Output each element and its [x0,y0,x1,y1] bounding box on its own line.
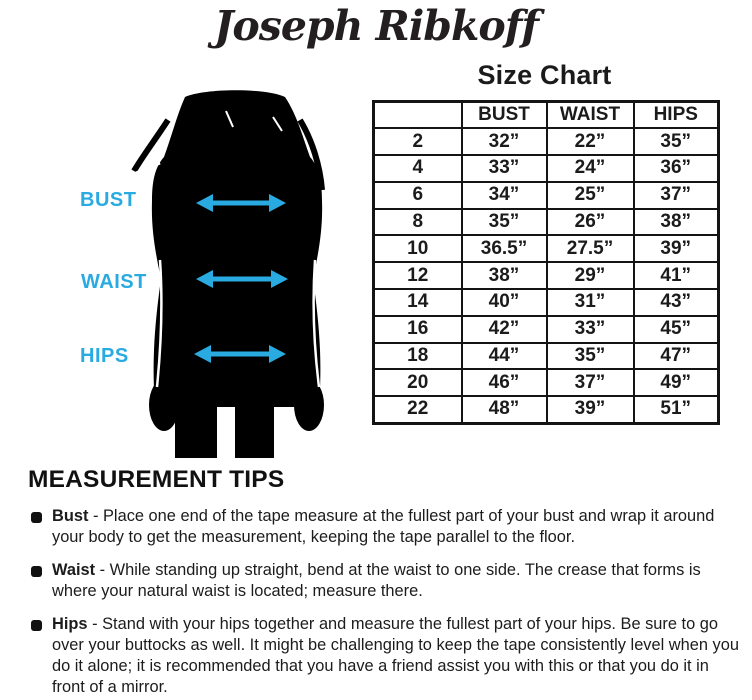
tip-body: - Stand with your hips together and meas… [52,615,739,696]
bullet-square-icon [31,620,42,631]
size-cell: 6 [372,180,463,210]
bust-cell: 34” [460,180,548,210]
size-cell: 2 [372,127,463,157]
bullet-square-icon [31,512,42,523]
table-row: 6 34” 25” 37” [372,180,720,210]
table-row: 12 38” 29” 41” [372,261,720,291]
waist-cell: 35” [545,341,635,371]
hips-cell: 41” [632,261,720,291]
tip-body: - While standing up straight, bend at th… [52,561,701,600]
table-row: 16 42” 33” 45” [372,314,720,344]
bust-label: BUST [80,189,137,211]
waist-cell: 31” [545,288,635,317]
hips-cell: 37” [632,180,720,210]
hips-cell: 35” [632,127,720,157]
bust-cell: 46” [460,368,548,398]
size-cell: 22 [372,395,463,425]
hips-cell: 51” [632,395,720,425]
size-cell: 8 [372,207,463,237]
table-row: 4 33” 24” 36” [372,154,720,183]
hips-cell: 39” [632,234,720,264]
tip-term: Waist [52,561,96,579]
hips-column-header: HIPS [632,100,720,130]
list-item: Bust - Place one end of the tape measure… [28,506,740,548]
bust-cell: 40” [460,288,548,317]
bust-cell: 33” [460,154,548,183]
tip-body: - Place one end of the tape measure at t… [52,507,715,546]
waist-cell: 37” [545,368,635,398]
measurement-tips-section: MEASUREMENT TIPS Bust - Place one end of… [28,466,740,698]
size-cell: 10 [372,234,463,264]
woman-silhouette [131,90,325,458]
bust-cell: 44” [460,341,548,371]
waist-label: WAIST [81,271,147,293]
brand-logo: Joseph Ribkoff [213,2,539,50]
bust-arrow-icon [196,194,286,212]
table-header-row: BUST WAIST HIPS [372,100,720,130]
waist-cell: 27.5” [545,234,635,264]
body-measurement-diagram: BUST WAIST HIPS [30,85,360,465]
bust-cell: 35” [460,207,548,237]
hips-cell: 38” [632,207,720,237]
waist-tip-text: Waist - While standing up straight, bend… [52,560,740,602]
waist-cell: 22” [545,127,635,157]
silhouette-and-arrows-graphic [131,90,325,458]
waist-cell: 33” [545,314,635,344]
size-cell: 4 [372,154,463,183]
hips-arrow-icon [194,345,286,363]
size-cell: 12 [372,261,463,291]
waist-arrow-icon [196,270,288,288]
tip-term: Hips [52,615,88,633]
list-item: Waist - While standing up straight, bend… [28,560,740,602]
table-row: 8 35” 26” 38” [372,207,720,237]
measurement-tips-heading: MEASUREMENT TIPS [28,466,285,493]
table-row: 22 48” 39” 51” [372,395,720,425]
list-item: Hips - Stand with your hips together and… [28,614,740,698]
table-row: 10 36.5” 27.5” 39” [372,234,720,264]
waist-column-header: WAIST [545,100,635,130]
hips-label: HIPS [80,345,129,367]
size-cell: 20 [372,368,463,398]
waist-cell: 24” [545,154,635,183]
size-column-header [372,100,463,130]
bust-cell: 36.5” [460,234,548,264]
hips-cell: 45” [632,314,720,344]
table-row: 18 44” 35” 47” [372,341,720,371]
hips-cell: 36” [632,154,720,183]
table-row: 14 40” 31” 43” [372,288,720,317]
bust-cell: 38” [460,261,548,291]
size-cell: 18 [372,341,463,371]
waist-cell: 29” [545,261,635,291]
hips-cell: 47” [632,341,720,371]
table-row: 2 32” 22” 35” [372,127,720,157]
waist-cell: 26” [545,207,635,237]
waist-cell: 25” [545,180,635,210]
tip-term: Bust [52,507,89,525]
bust-column-header: BUST [460,100,548,130]
bust-cell: 32” [460,127,548,157]
hips-cell: 43” [632,288,720,317]
hips-tip-text: Hips - Stand with your hips together and… [52,614,740,698]
bust-cell: 48” [460,395,548,425]
hips-cell: 49” [632,368,720,398]
bullet-square-icon [31,566,42,577]
waist-cell: 39” [545,395,635,425]
bust-cell: 42” [460,314,548,344]
bust-tip-text: Bust - Place one end of the tape measure… [52,506,740,548]
size-cell: 14 [372,288,463,317]
table-row: 20 46” 37” 49” [372,368,720,398]
size-chart-title: Size Chart [477,60,612,90]
size-cell: 16 [372,314,463,344]
